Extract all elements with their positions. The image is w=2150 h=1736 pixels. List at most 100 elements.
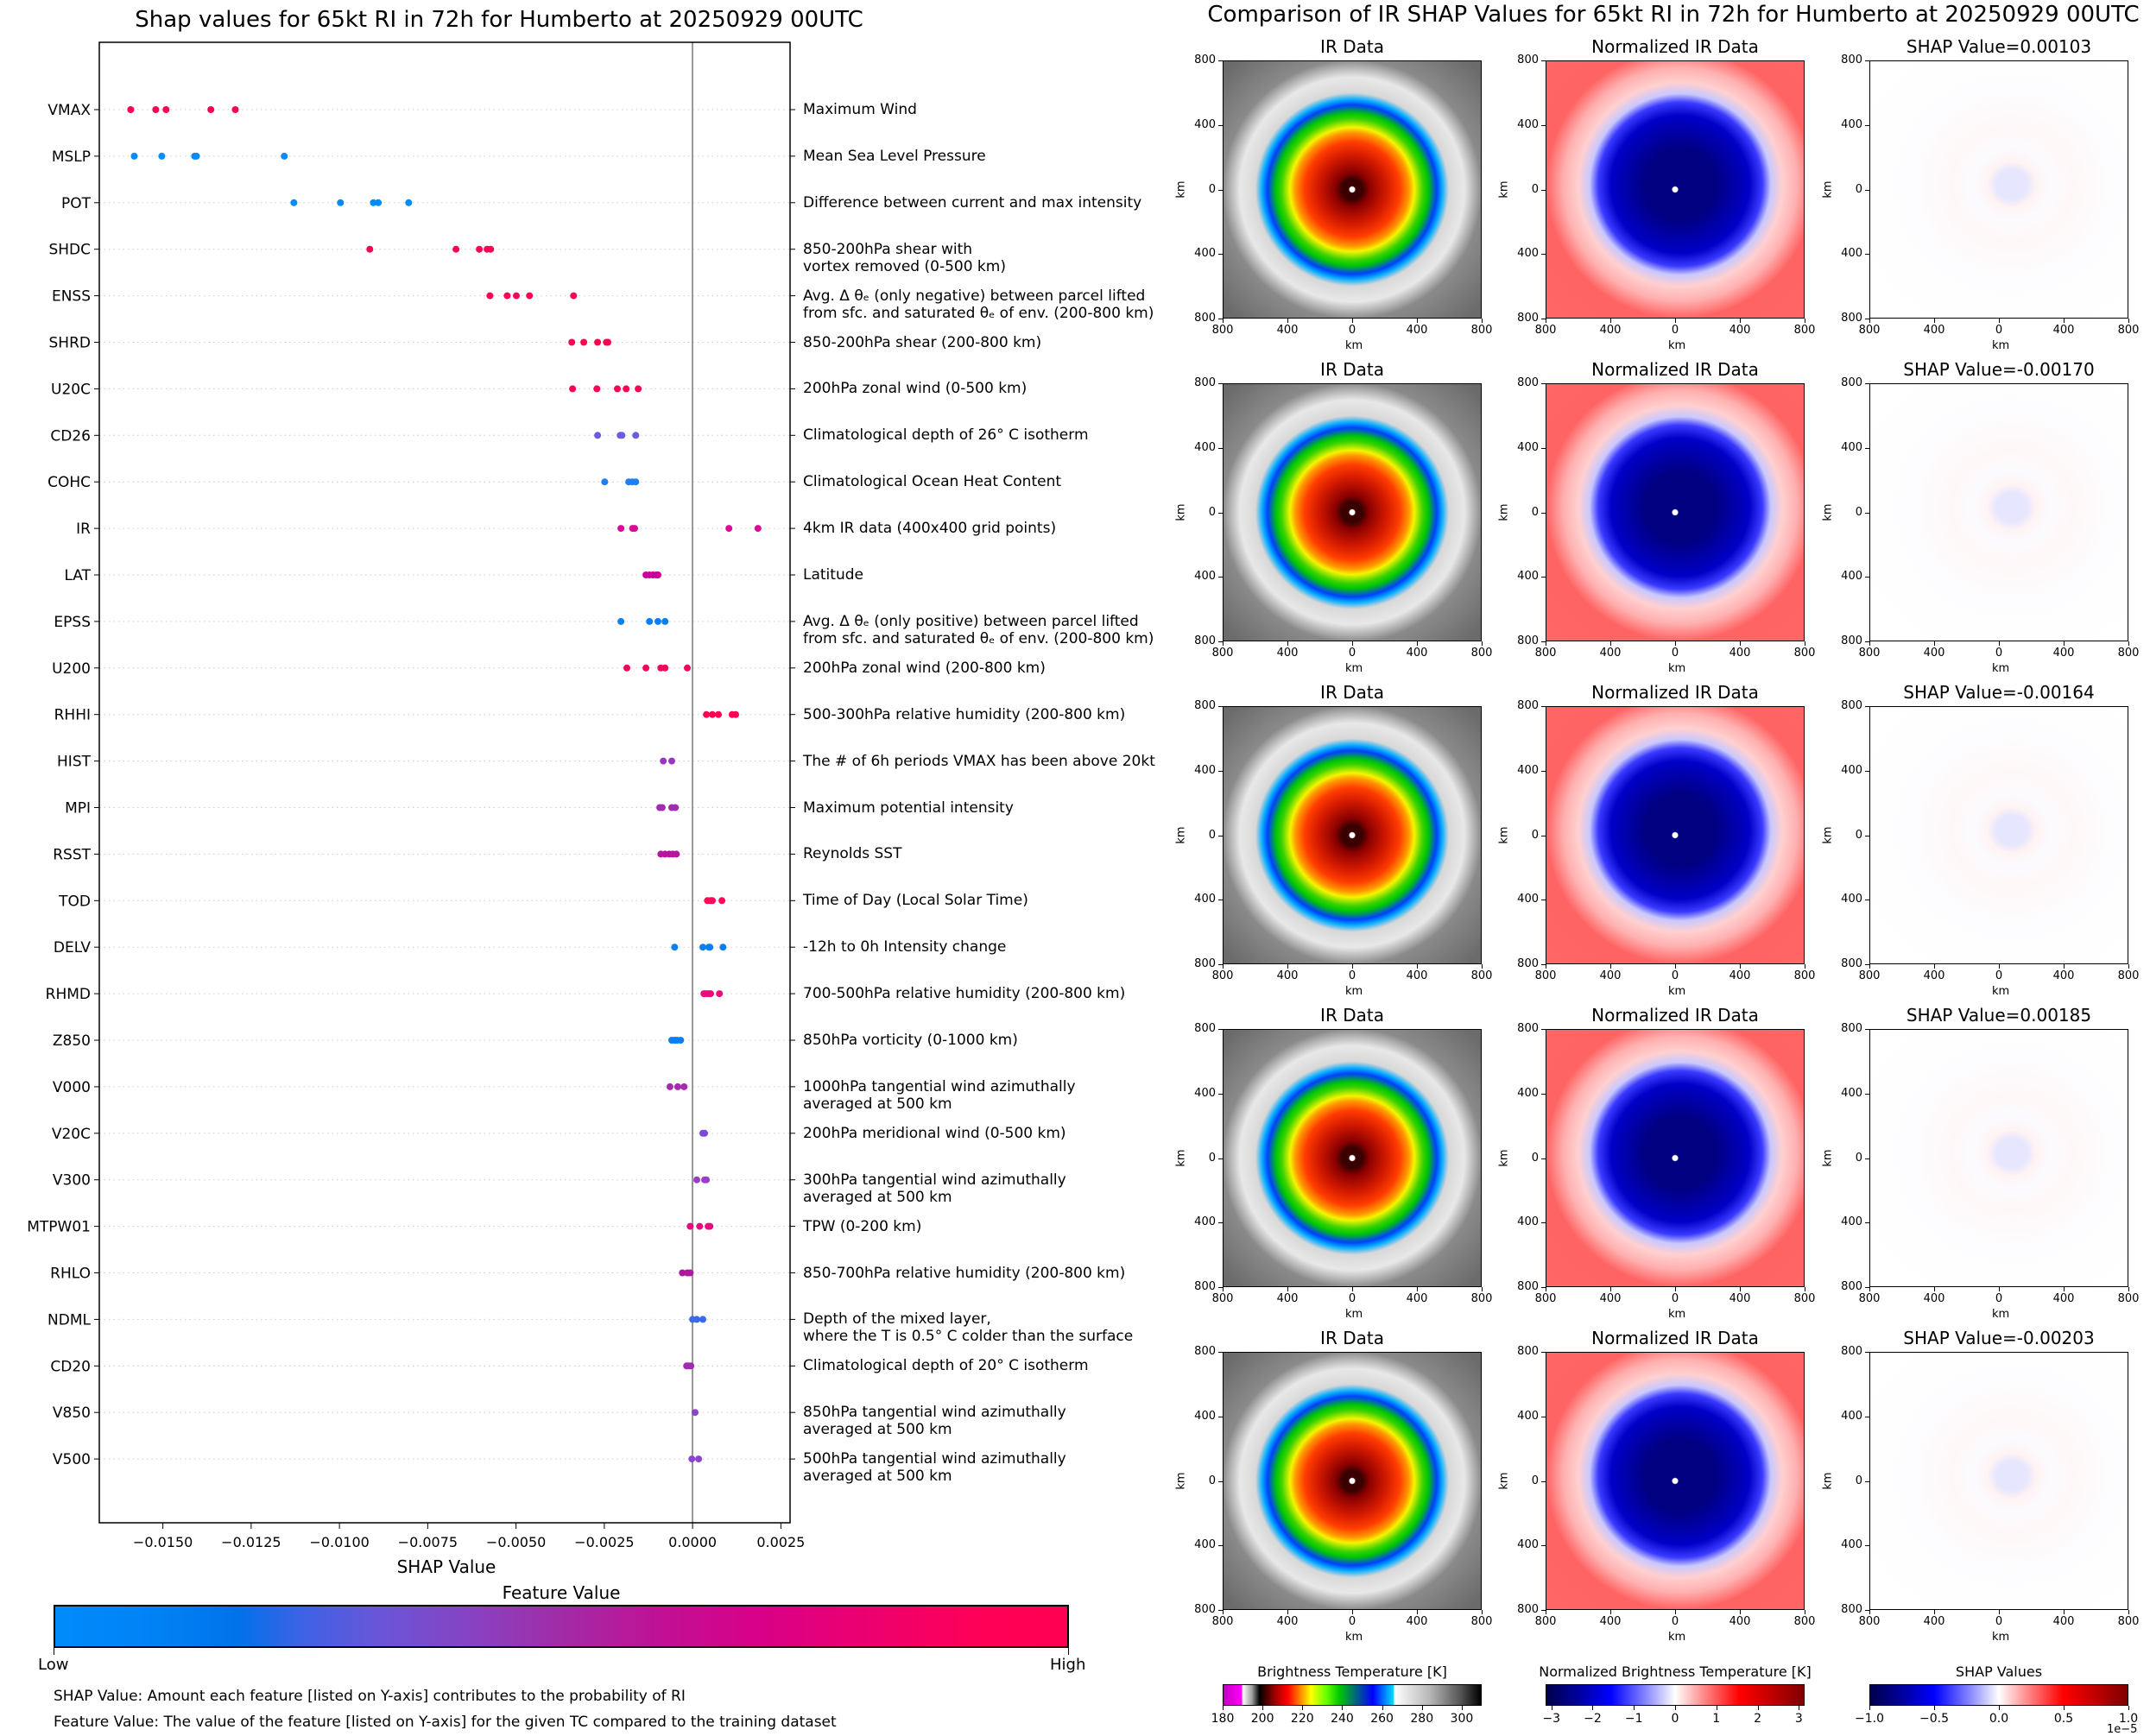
shap-dot [487,245,495,253]
y-axis-label: km [1821,503,1835,521]
x-tick [1869,1287,1870,1291]
x-tick-label: 400 [1923,324,1945,337]
shap-dot [693,1176,700,1184]
shap-dot [594,432,602,439]
shap-dot [337,199,345,206]
feature-description: 500-300hPa relative humidity (200-800 km… [803,705,1126,723]
panel-title: Normalized IR Data [1591,359,1759,380]
shap-dot [693,1316,700,1323]
x-tick [1675,964,1676,969]
x-tick-label: 0 [1348,324,1356,337]
y-tick [1541,1158,1546,1159]
y-tick-label: 400 [1517,247,1539,261]
shap-dot [725,525,733,533]
y-axis-label: km [1497,826,1511,844]
x-tick [2064,641,2065,646]
x-tick [2064,964,2065,969]
shap-dot [686,1269,694,1277]
y-tick [1865,1222,1869,1224]
ir-data-panel [1223,383,1482,641]
y-tick-label: 800 [1517,376,1539,389]
ir-data-panel [1223,60,1482,319]
x-tick-label: 0 [1671,647,1679,660]
x-axis-label: km [1345,1631,1363,1644]
x-tick-label: 800 [1858,1615,1881,1628]
panel-title: SHAP Value=-0.00170 [1903,359,2095,380]
x-tick [1287,1610,1288,1614]
shap-dot [632,432,640,439]
y-tick-label: 800 [1194,1345,1216,1358]
normalized-ir-panel [1546,706,1805,964]
x-tick [1740,1287,1741,1291]
shap-dot [703,1176,711,1184]
x-tick-label: 800 [1211,969,1234,982]
y-tick-label: 400 [1517,1409,1539,1423]
shap-dot [695,1455,703,1463]
shap-dot [715,710,722,718]
x-tick-label: 800 [1858,324,1881,337]
x-tick [1352,964,1353,969]
x-tick [1352,1610,1353,1614]
colorbar-tick-label: 0 [1671,1712,1679,1726]
y-tick [1218,1029,1223,1030]
x-tick [1675,319,1676,323]
y-tick [1865,577,1869,578]
colorbar-tick-label: 3 [1794,1712,1803,1726]
x-tick [1999,641,2000,646]
y-axis-label: km [1821,1472,1835,1490]
x-tick-label: 0 [1671,969,1679,982]
y-tick [1541,706,1546,707]
shap-dot [281,152,288,160]
x-tick [1223,641,1224,646]
bt-colorbar-title: Brightness Temperature [K] [1257,1663,1447,1680]
feature-label: CD20 [50,1358,91,1375]
x-tick-label: 800 [1211,324,1234,337]
feature-description: Mean Sea Level Pressure [803,147,986,165]
feature-description: Maximum Wind [803,101,917,118]
x-tick [1287,964,1288,969]
colorbar-tick [1634,1706,1635,1710]
feature-description: 4km IR data (400x400 grid points) [803,520,1057,538]
feature-label: SHDC [48,242,91,259]
x-tick-label: 800 [1534,647,1557,660]
y-tick [1865,1352,1869,1353]
x-tick-label: 0 [1348,969,1356,982]
panel-title: IR Data [1320,359,1384,380]
x-tick [1869,319,1870,323]
shap-dot [709,710,716,718]
y-tick-label: 800 [1194,957,1216,970]
shap-dot [680,1083,688,1090]
x-tick [1934,319,1935,323]
x-tick [1352,641,1353,646]
feature-label: SHRD [49,335,91,352]
feature-description: 200hPa zonal wind (0-500 km) [803,380,1028,398]
colorbar-tick-label: −0.5 [1919,1712,1949,1726]
y-tick [1541,1222,1546,1224]
y-tick-label: 800 [1841,54,1862,66]
x-tick [1610,1610,1611,1614]
feature-label: V20C [52,1126,91,1143]
shap-dot [686,1222,694,1230]
x-tick-label: 0 [1348,647,1356,660]
x-tick-label: 800 [1211,1292,1234,1305]
y-tick [1218,1545,1223,1547]
x-tick-label: 400 [1729,324,1751,337]
feature-description: TPW (0-200 km) [803,1217,922,1235]
x-tick [1482,319,1483,323]
x-tick [1740,319,1741,323]
x-tick [2128,1287,2129,1291]
y-tick-label: 800 [1194,54,1216,66]
y-tick [1865,254,1869,256]
shap-dot [709,897,716,905]
shap-dot [152,106,160,113]
y-tick [1541,189,1546,191]
y-tick-label: 400 [1517,570,1539,584]
x-tick-label: −0.0050 [486,1534,546,1550]
y-tick-label: 800 [1194,376,1216,389]
x-tick-label: 800 [2117,1615,2140,1628]
x-tick-label: −0.0125 [221,1534,281,1550]
x-tick-label: 800 [1470,1615,1493,1628]
x-tick-label: −0.0075 [398,1534,458,1550]
y-tick [1218,641,1223,642]
x-tick-label: 400 [1599,324,1622,337]
